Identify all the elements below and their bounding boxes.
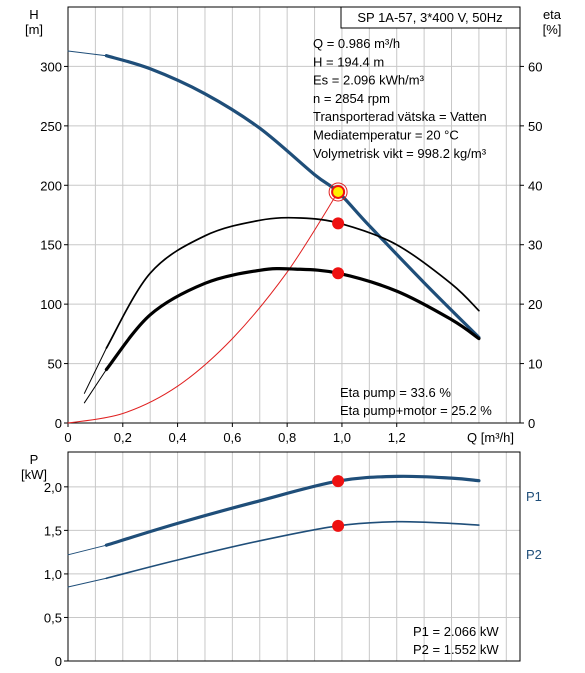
y-axis-unit: [m] — [25, 22, 43, 37]
x-axis-label: Q [m³/h] — [467, 430, 514, 445]
y2-tick-label: 60 — [528, 59, 542, 74]
data-point-marker — [332, 267, 345, 280]
head-efficiency-chart: 0 0,2 0,4 0,6 0,8 1,0 1,2 0 50 100 150 200 250 300 0 10… — [25, 6, 562, 445]
y-axis-label: H — [29, 7, 38, 22]
y-tick-label: 0 — [55, 416, 62, 431]
y2-tick-label: 50 — [528, 119, 542, 134]
bottom-series — [67, 474, 481, 588]
x-tick-label: 0,6 — [223, 430, 241, 445]
y2-tick-label: 10 — [528, 357, 542, 372]
info-line: H = 194.4 m — [313, 54, 384, 69]
y2-tick-label: 20 — [528, 297, 542, 312]
info-line: Transporterad vätska = Vatten — [313, 109, 487, 124]
series-line-blue-thick — [104, 54, 481, 339]
y-tick-label: 300 — [40, 59, 62, 74]
series-line-black-thin — [83, 347, 107, 394]
chart-title: SP 1A-57, 3*400 V, 50Hz — [357, 10, 502, 25]
y-tick-label: 200 — [40, 178, 62, 193]
series-line-p2 — [105, 520, 480, 580]
series-line-black-thin — [83, 369, 107, 404]
series-label-p1: P1 — [526, 489, 542, 504]
series-line-black-thick — [104, 267, 481, 372]
operating-point-ring — [328, 182, 348, 202]
y-tick-label: 0,5 — [44, 610, 62, 625]
data-point-marker — [332, 475, 345, 488]
power-line: P1 = 2.066 kW — [413, 624, 499, 639]
y-tick-label: 150 — [40, 238, 62, 253]
y2-axis-unit: [%] — [543, 22, 562, 37]
y-tick-label: 250 — [40, 119, 62, 134]
y-tick-label: 2,0 — [44, 480, 62, 495]
series-line-black-medium — [105, 216, 480, 349]
series-line-p1 — [104, 474, 481, 547]
x-tick-label: 1,0 — [333, 430, 351, 445]
x-tick-label: 0,4 — [169, 430, 187, 445]
bottom-plot-frame — [67, 451, 521, 662]
y2-tick-label: 0 — [528, 416, 535, 431]
title-box — [340, 6, 521, 29]
y-tick-label: 50 — [48, 357, 62, 372]
info-line: Volymetrisk vikt = 998.2 kg/m³ — [313, 146, 487, 161]
top-grid — [68, 6, 520, 424]
x-tick-label: 1,2 — [388, 430, 406, 445]
series-line-blue-thin — [67, 50, 107, 57]
top-series — [67, 50, 481, 424]
info-line: Q = 0.986 m³/h — [313, 36, 400, 51]
x-tick-label: 0 — [64, 430, 71, 445]
power-axis-label: P — [30, 452, 39, 467]
y2-axis-label: eta — [543, 7, 562, 22]
power-axis-unit: [kW] — [21, 467, 47, 482]
series-line-red-thin — [67, 191, 339, 424]
eta-line: Eta pump+motor = 25.2 % — [340, 403, 492, 418]
x-tick-label: 0,8 — [278, 430, 296, 445]
info-line: n = 2854 rpm — [313, 91, 390, 106]
y-tick-label: 100 — [40, 297, 62, 312]
power-chart: 0 0,5 1,0 1,5 2,0 P[kW] P1 P2 P1 = 2.066 kW P2 = … — [21, 451, 542, 669]
info-line: Es = 2.096 kWh/m³ — [313, 73, 425, 88]
y2-tick-label: 40 — [528, 178, 542, 193]
power-line: P2 = 1.552 kW — [413, 642, 499, 657]
y-tick-label: 1,5 — [44, 523, 62, 538]
series-label-p2: P2 — [526, 547, 542, 562]
x-tick-label: 0,2 — [114, 430, 132, 445]
operating-point-marker — [331, 184, 346, 199]
data-point-marker — [332, 217, 345, 230]
top-plot-frame — [67, 6, 521, 424]
y2-tick-label: 30 — [528, 238, 542, 253]
series-line-p2 — [67, 577, 107, 588]
info-line: Mediatemperatur = 20 °C — [313, 128, 459, 143]
data-point-marker — [332, 519, 345, 532]
eta-line: Eta pump = 33.6 % — [340, 385, 451, 400]
y-tick-label: 1,0 — [44, 567, 62, 582]
y-tick-label: 0 — [55, 654, 62, 669]
series-line-p1 — [67, 544, 107, 556]
